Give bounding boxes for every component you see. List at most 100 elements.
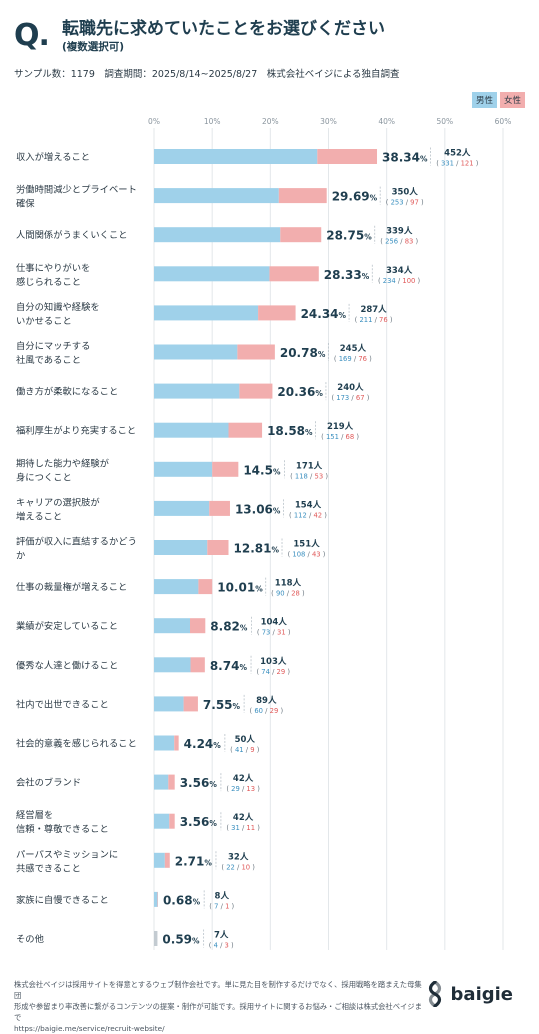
bar-female <box>279 188 327 203</box>
category-label: 仕事にやりがいを <box>16 262 90 274</box>
x-tick-label: 10% <box>204 117 221 126</box>
bar-female <box>174 736 178 751</box>
x-tick-label: 40% <box>378 117 395 126</box>
bar-female <box>169 814 174 829</box>
bar-male <box>154 501 209 516</box>
gender-breakdown-label: ( 234 / 100 ) <box>378 277 421 285</box>
bar-male <box>154 305 258 320</box>
page-subtitle: (複数選択可) <box>62 39 124 54</box>
survey-meta: サンプル数：1179 調査期間：2025/8/14~2025/8/27 株式会社… <box>14 66 400 80</box>
total-count-label: 32人 <box>228 851 249 862</box>
legend: 男性 女性 <box>472 92 525 108</box>
gender-breakdown-label: ( 211 / 76 ) <box>355 316 393 324</box>
category-label: キャリアの選択肢が <box>16 496 100 508</box>
category-label: 期待した能力や経験が <box>16 457 110 469</box>
percent-label: 0.59% <box>162 933 200 947</box>
bar-male <box>154 188 279 203</box>
logo-text: baigie <box>451 984 513 1005</box>
bar-male <box>154 853 165 868</box>
category-label: 人間関係がうまくいくこと <box>16 229 128 241</box>
category-label: 労働時間減少とプライベート <box>16 184 137 196</box>
gender-breakdown-label: ( 4 / 3 ) <box>209 942 234 950</box>
bar-female <box>165 853 170 868</box>
bar-female <box>258 305 295 320</box>
category-label: 身につくこと <box>16 471 72 483</box>
category-label: 業績が安定していること <box>16 620 118 632</box>
category-label: 信頼・尊敬できること <box>16 823 109 835</box>
bar-male <box>154 149 317 164</box>
footer-line: 形成や参留まり率改善に繋がるコンテンツの提案・制作が可能です。採用サイトに関する… <box>14 1001 422 1023</box>
percent-label: 29.69% <box>332 190 378 204</box>
total-count-label: 350人 <box>392 187 419 198</box>
category-label: 自分の知識や経験を <box>16 301 100 313</box>
bar-male <box>154 579 198 594</box>
bar-female <box>237 345 274 360</box>
gender-breakdown-label: ( 151 / 68 ) <box>321 433 359 441</box>
bar-female <box>184 696 198 711</box>
x-tick-label: 60% <box>495 117 512 126</box>
gender-breakdown-label: ( 256 / 83 ) <box>380 238 418 246</box>
category-label: 評価が収入に直結するかどう <box>16 536 137 548</box>
category-label: 家族に自慢できること <box>16 894 109 906</box>
total-count-label: 171人 <box>296 460 323 471</box>
x-tick-label: 20% <box>262 117 279 126</box>
bar-female <box>168 775 174 790</box>
percent-label: 24.34% <box>301 307 347 321</box>
bar-female <box>317 149 377 164</box>
bar-male <box>154 736 174 751</box>
bar-male <box>154 618 190 633</box>
bar-female <box>280 227 321 242</box>
category-label: パーパスやミッションに <box>16 849 118 860</box>
bar-male <box>154 345 237 360</box>
bar-female <box>269 266 318 281</box>
percent-label: 20.36% <box>277 385 323 399</box>
percent-label: 10.01% <box>217 581 263 595</box>
category-label: 仕事の裁量権が増えること <box>16 581 127 593</box>
percent-label: 0.68% <box>163 893 201 907</box>
percent-label: 28.33% <box>324 268 370 282</box>
percent-label: 28.75% <box>326 229 372 243</box>
total-count-label: 339人 <box>386 226 413 237</box>
gender-breakdown-label: ( 41 / 9 ) <box>230 746 260 754</box>
category-label: 働き方が柔軟になること <box>16 386 118 398</box>
total-count-label: 151人 <box>293 539 320 550</box>
bar-male <box>154 227 280 242</box>
bar-female <box>229 423 263 438</box>
gender-breakdown-label: ( 169 / 76 ) <box>334 355 372 363</box>
total-count-label: 8人 <box>215 890 230 901</box>
percent-label: 8.74% <box>210 659 248 673</box>
bar-male <box>154 384 239 399</box>
gender-breakdown-label: ( 31 / 11 ) <box>226 824 260 832</box>
total-count-label: 42人 <box>233 812 254 823</box>
gender-breakdown-label: ( 74 / 29 ) <box>256 668 290 676</box>
footer-line: 株式会社ベイジは採用サイトを得意とするウェブ制作会社です。単に見た目を制作するだ… <box>14 979 422 1001</box>
category-label: その他 <box>16 933 44 945</box>
bar-female <box>207 540 228 555</box>
gender-breakdown-label: ( 331 / 121 ) <box>436 160 479 168</box>
x-tick-label: 30% <box>320 117 337 126</box>
gender-breakdown-label: ( 90 / 28 ) <box>271 590 305 598</box>
bar-male <box>154 696 184 711</box>
category-label: 増えること <box>16 510 62 522</box>
total-count-label: 154人 <box>295 499 322 510</box>
gender-breakdown-label: ( 112 / 42 ) <box>289 511 327 519</box>
bar-male <box>154 775 168 790</box>
total-count-label: 452人 <box>444 148 471 159</box>
category-label: 収入が増えること <box>16 151 90 163</box>
category-label: 優秀な人達と働けること <box>16 659 118 671</box>
x-tick-label: 0% <box>148 117 160 126</box>
total-count-label: 104人 <box>261 617 288 628</box>
bar-female <box>239 384 272 399</box>
percent-label: 12.81% <box>234 542 280 556</box>
legend-male: 男性 <box>472 92 497 108</box>
bar-male <box>154 540 207 555</box>
footer-note: 株式会社ベイジは採用サイトを得意とするウェブ制作会社です。単に見た目を制作するだ… <box>14 979 422 1034</box>
page-title: 転職先に求めていたことをお選びください <box>62 14 385 39</box>
category-label: 自分にマッチする <box>16 340 90 352</box>
category-label: 社内で出世できること <box>16 698 109 710</box>
bar-female <box>198 579 212 594</box>
percent-label: 8.82% <box>210 620 248 634</box>
bar-other <box>154 931 157 946</box>
total-count-label: 103人 <box>260 656 287 667</box>
